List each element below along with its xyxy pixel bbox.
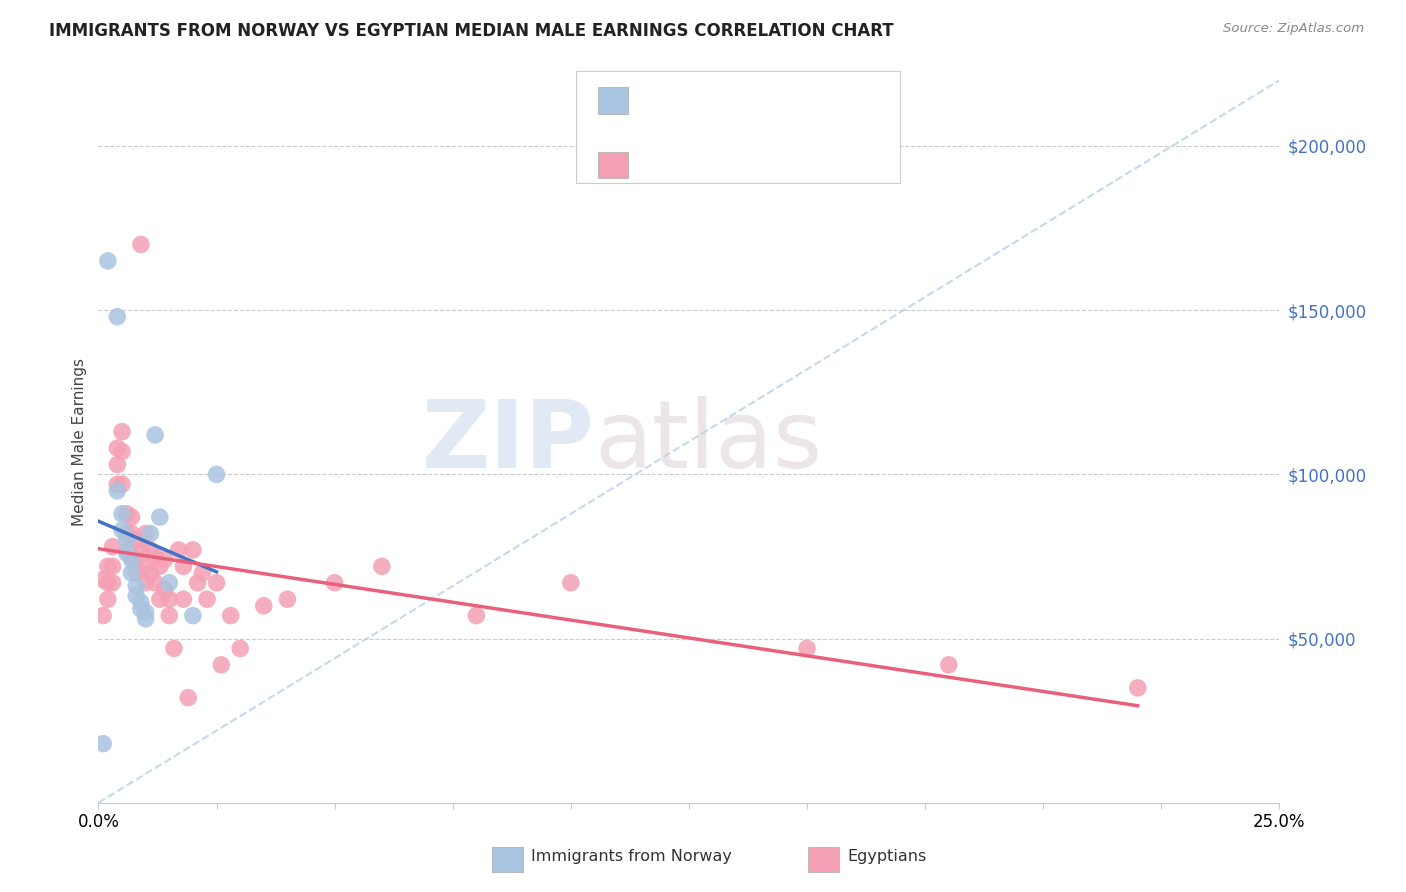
Point xyxy=(205,575,228,590)
Point xyxy=(129,595,152,609)
Point xyxy=(191,566,214,580)
Point xyxy=(105,477,128,491)
Point xyxy=(139,566,162,580)
Point xyxy=(209,657,232,672)
Point xyxy=(111,425,134,439)
Point xyxy=(143,428,166,442)
Point xyxy=(167,542,190,557)
Point xyxy=(143,549,166,564)
Text: ZIP: ZIP xyxy=(422,395,595,488)
Point xyxy=(153,553,176,567)
Y-axis label: Median Male Earnings: Median Male Earnings xyxy=(72,358,87,525)
Point xyxy=(157,575,180,590)
Text: atlas: atlas xyxy=(595,395,823,488)
Point xyxy=(143,575,166,590)
Point xyxy=(125,533,148,547)
Point xyxy=(121,549,143,564)
Point xyxy=(101,559,124,574)
Point xyxy=(139,526,162,541)
Point xyxy=(205,467,228,482)
Point xyxy=(253,599,276,613)
Point xyxy=(121,566,143,580)
Point xyxy=(97,559,120,574)
Text: Source: ZipAtlas.com: Source: ZipAtlas.com xyxy=(1223,22,1364,36)
Point xyxy=(187,575,209,590)
Point xyxy=(105,310,128,324)
Point xyxy=(938,657,960,672)
Point xyxy=(91,737,114,751)
Point xyxy=(115,546,138,560)
Point xyxy=(1126,681,1149,695)
Point xyxy=(97,575,120,590)
Point xyxy=(135,605,157,619)
Text: 0.234: 0.234 xyxy=(675,98,731,116)
Point xyxy=(276,592,298,607)
Text: Immigrants from Norway: Immigrants from Norway xyxy=(531,849,733,863)
Point xyxy=(163,641,186,656)
Text: -0.348: -0.348 xyxy=(675,162,740,180)
Point xyxy=(157,608,180,623)
Text: 22: 22 xyxy=(787,98,813,116)
Point xyxy=(121,526,143,541)
Point xyxy=(172,592,194,607)
Point xyxy=(135,526,157,541)
Point xyxy=(323,575,346,590)
Point xyxy=(125,589,148,603)
Point xyxy=(135,612,157,626)
Point xyxy=(111,507,134,521)
Point xyxy=(111,523,134,537)
Point xyxy=(115,542,138,557)
Point xyxy=(796,641,818,656)
Point xyxy=(135,559,157,574)
Text: R =: R = xyxy=(640,98,679,116)
Text: IMMIGRANTS FROM NORWAY VS EGYPTIAN MEDIAN MALE EARNINGS CORRELATION CHART: IMMIGRANTS FROM NORWAY VS EGYPTIAN MEDIA… xyxy=(49,22,894,40)
Point xyxy=(157,592,180,607)
Point xyxy=(560,575,582,590)
Point xyxy=(115,533,138,547)
Point xyxy=(111,477,134,491)
Point xyxy=(125,579,148,593)
Point xyxy=(181,608,204,623)
Point xyxy=(101,540,124,554)
Text: 60: 60 xyxy=(797,162,823,180)
Point xyxy=(91,573,114,587)
Point xyxy=(177,690,200,705)
Text: N =: N = xyxy=(748,162,800,180)
Point xyxy=(153,582,176,597)
Point xyxy=(149,592,172,607)
Point xyxy=(129,542,152,557)
Text: N =: N = xyxy=(738,98,790,116)
Point xyxy=(91,608,114,623)
Point xyxy=(181,542,204,557)
Point xyxy=(115,507,138,521)
Point xyxy=(125,553,148,567)
Text: Egyptians: Egyptians xyxy=(848,849,927,863)
Point xyxy=(115,526,138,541)
Point xyxy=(97,253,120,268)
Point xyxy=(135,575,157,590)
Point xyxy=(149,559,172,574)
Point xyxy=(97,592,120,607)
Point xyxy=(219,608,242,623)
Point xyxy=(195,592,218,607)
Point xyxy=(125,566,148,580)
Text: R =: R = xyxy=(640,162,679,180)
Point xyxy=(121,553,143,567)
Point xyxy=(105,483,128,498)
Point xyxy=(105,458,128,472)
Point xyxy=(229,641,252,656)
Point xyxy=(105,441,128,455)
Point xyxy=(129,237,152,252)
Point xyxy=(129,602,152,616)
Point xyxy=(139,542,162,557)
Point xyxy=(465,608,488,623)
Point xyxy=(121,510,143,524)
Point xyxy=(149,510,172,524)
Point xyxy=(172,559,194,574)
Point xyxy=(371,559,394,574)
Point xyxy=(111,444,134,458)
Point xyxy=(101,575,124,590)
